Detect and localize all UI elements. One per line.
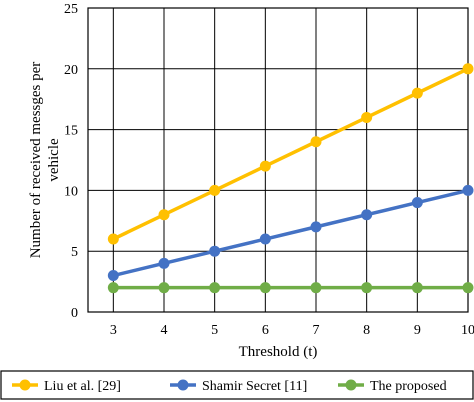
legend-frame <box>0 370 474 400</box>
y-tick-label: 10 <box>64 184 78 199</box>
plot-area-frame <box>87 7 469 313</box>
series-point <box>411 282 423 294</box>
series-point <box>310 221 322 233</box>
series-point <box>259 160 271 172</box>
legend-label: Liu et al. [29] <box>44 379 121 394</box>
series-point <box>310 136 322 148</box>
series-point <box>209 282 221 294</box>
series-point <box>462 184 474 196</box>
series-point <box>158 209 170 221</box>
x-tick-label: 4 <box>161 323 168 338</box>
series-point <box>107 233 119 245</box>
legend-swatch-marker <box>345 379 357 391</box>
legend-swatch-marker <box>177 379 189 391</box>
y-tick-label: 20 <box>64 63 78 78</box>
series-point <box>209 184 221 196</box>
series-point <box>361 282 373 294</box>
series-point <box>361 111 373 123</box>
series-point <box>209 245 221 257</box>
x-tick-label: 3 <box>110 323 117 338</box>
y-tick-label: 5 <box>71 245 78 260</box>
series-point <box>259 282 271 294</box>
legend-label: Shamir Secret [11] <box>202 379 307 394</box>
x-tick-label: 8 <box>363 323 370 338</box>
series-point <box>259 233 271 245</box>
y-tick-label: 25 <box>64 2 78 17</box>
series-point <box>411 87 423 99</box>
legend-label: The proposed <box>370 379 447 394</box>
x-tick-label: 6 <box>262 323 269 338</box>
x-tick-label: 10 <box>461 323 474 338</box>
series-point <box>158 282 170 294</box>
y-tick-label: 0 <box>71 306 78 321</box>
series-point <box>462 63 474 75</box>
y-axis-ticks: 0 5 10 15 20 25 <box>64 2 78 321</box>
x-tick-label: 9 <box>414 323 421 338</box>
series-point <box>107 270 119 282</box>
series-line <box>112 188 469 278</box>
x-tick-label: 5 <box>211 323 218 338</box>
series-point <box>107 282 119 294</box>
series-line <box>112 67 469 241</box>
legend: Liu et al. [29] Shamir Secret [11] The pro… <box>12 379 447 394</box>
x-axis-title: Threshold (t) <box>239 344 318 360</box>
x-axis-ticks: 3 4 5 6 7 8 9 10 <box>110 323 474 338</box>
legend-swatch-marker <box>19 379 31 391</box>
series-point <box>361 209 373 221</box>
x-tick-label: 7 <box>313 323 320 338</box>
y-axis-title: Number of received messges per vehicle <box>28 62 62 259</box>
series-point <box>411 197 423 209</box>
y-tick-label: 15 <box>64 124 78 139</box>
series-point <box>310 282 322 294</box>
y-axis-title-line-1: Number of received messges per <box>28 62 44 259</box>
series-point <box>462 282 474 294</box>
y-axis-title-line-2: vehicle <box>46 138 62 182</box>
series-group <box>107 63 474 294</box>
series-point <box>158 257 170 269</box>
